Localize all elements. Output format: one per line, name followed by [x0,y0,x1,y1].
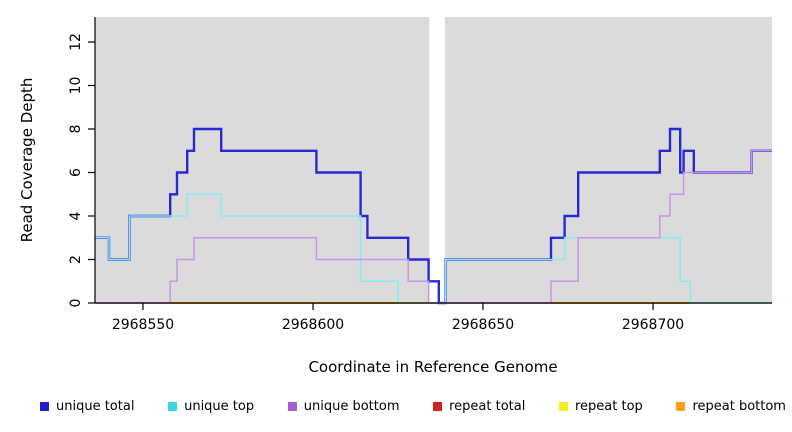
legend-label: repeat top [575,399,643,414]
x-axis-ticks: 2968550 2968600 2968650 2968700 [112,303,684,333]
no-data-gap-band [429,16,445,304]
series-unique-total [95,127,772,305]
legend-swatch [433,402,443,411]
legend-swatch [676,402,686,411]
legend-label: unique top [184,399,255,414]
y-tick-label: 8 [68,125,84,134]
legend-swatch [559,402,568,411]
legend-label: repeat total [449,399,526,414]
x-tick-label: 2968600 [282,317,344,333]
y-tick-label: 2 [68,255,84,264]
legend-item-repeat-bottom: repeat bottom [676,399,786,414]
legend-swatch [168,402,178,411]
y-tick-label: 6 [68,168,84,177]
legend-swatch [40,402,49,411]
y-tick-label: 4 [68,211,84,220]
y-axis-title: Read Coverage Depth [18,78,36,243]
legend-item-repeat-total: repeat total [433,399,525,414]
series-unique-top [95,193,772,304]
y-tick-label: 12 [68,33,84,51]
legend-label: unique total [56,399,135,414]
legend-label: unique bottom [303,399,400,414]
legend-item-unique-top: unique top [168,399,254,414]
x-tick-label: 2968700 [622,317,684,333]
x-tick-label: 2968550 [112,317,174,333]
legend-label: repeat bottom [692,399,786,414]
y-tick-label: 10 [68,77,84,95]
legend-item-unique-bottom: unique bottom [287,399,400,414]
x-axis-title: Coordinate in Reference Genome [308,358,557,376]
gap-rect [429,16,445,304]
legend-item-unique-total: unique total [40,399,134,414]
y-tick-label: 0 [68,299,84,308]
legend-item-repeat-top: repeat top [559,399,643,414]
legend-swatch [287,402,297,411]
y-axis-ticks: 0 2 4 6 8 10 12 [68,33,95,307]
x-tick-label: 2968650 [452,317,514,333]
legend: unique total unique top unique bottom repea… [40,399,786,414]
